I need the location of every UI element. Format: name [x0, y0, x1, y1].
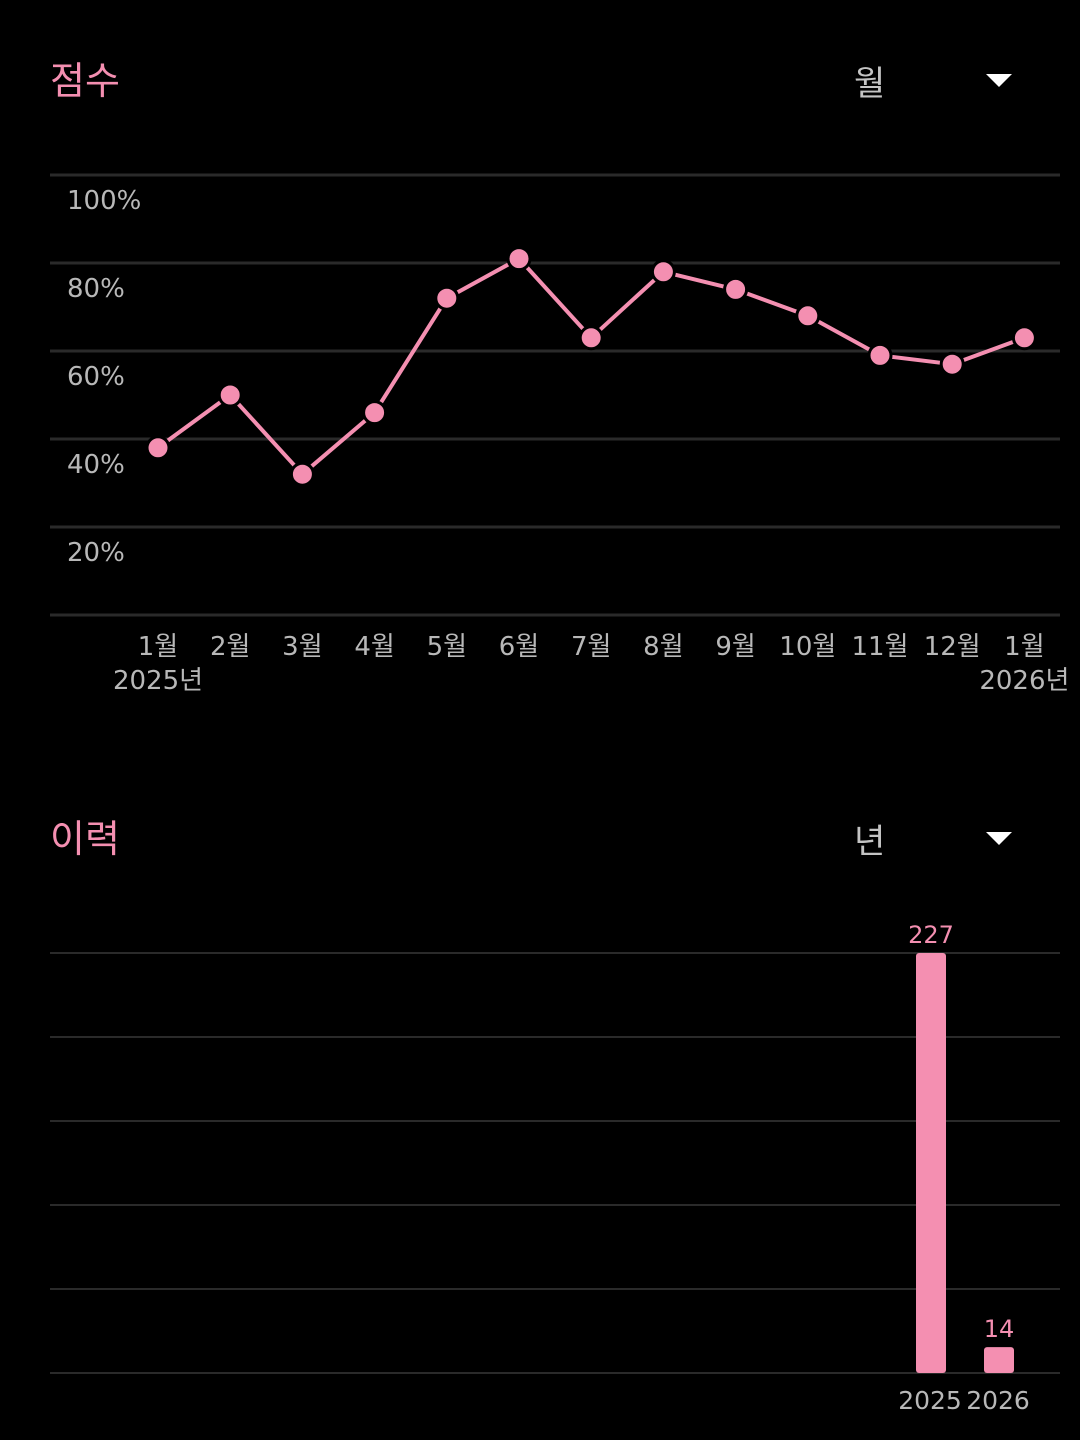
history-bar-chart: 227 2025 14 2026 — [50, 921, 1060, 1415]
bar-value-label: 227 — [908, 921, 954, 949]
data-point[interactable] — [289, 461, 315, 487]
data-point[interactable] — [650, 259, 676, 285]
x-tick-label: 2026 — [966, 1386, 1030, 1415]
x-tick-label: 1월 — [138, 632, 178, 662]
score-series-line — [156, 256, 1026, 477]
x-tick-label: 7월 — [571, 632, 611, 662]
history-title: 이력 — [50, 817, 120, 861]
x-tick-label: 8월 — [643, 632, 683, 662]
data-point[interactable] — [867, 342, 893, 368]
data-point[interactable] — [145, 435, 171, 461]
x-tick-label: 5월 — [427, 632, 467, 662]
y-tick-label: 100% — [67, 186, 141, 216]
y-tick-label: 80% — [67, 274, 125, 304]
data-point[interactable] — [795, 303, 821, 329]
triangle-down-icon[interactable] — [986, 74, 1012, 87]
x-tick-label: 2025 — [898, 1386, 962, 1415]
x-tick-label: 4월 — [354, 632, 394, 662]
data-point[interactable] — [217, 382, 243, 408]
data-point[interactable] — [723, 276, 749, 302]
data-point[interactable] — [362, 400, 388, 426]
history-period-dropdown[interactable]: 년 — [840, 808, 1030, 868]
x-tick-label: 1월 — [1004, 632, 1044, 662]
bar-2026[interactable] — [984, 1347, 1014, 1373]
x-tick-label: 10월 — [779, 632, 836, 662]
data-point[interactable] — [434, 285, 460, 311]
data-point[interactable] — [578, 325, 604, 351]
x-tick-label: 2월 — [210, 632, 250, 662]
score-period-dropdown[interactable]: 월 — [840, 50, 1030, 110]
bar-2025[interactable] — [916, 953, 946, 1373]
data-point[interactable] — [506, 246, 532, 272]
y-tick-label: 20% — [67, 538, 125, 568]
x-tick-label: 9월 — [715, 632, 755, 662]
data-point[interactable] — [1011, 325, 1037, 351]
score-line-chart: 100% 80% 60% 40% 20% 1월 2월 3월 4월 5월 6월 7월 8월 9월 10월 11월… — [50, 173, 1069, 696]
y-tick-label: 40% — [67, 450, 125, 480]
score-title: 점수 — [50, 59, 120, 103]
y-tick-label: 60% — [67, 362, 125, 392]
year-label: 2025년 — [113, 666, 203, 696]
data-point[interactable] — [939, 351, 965, 377]
x-tick-label: 11월 — [851, 632, 908, 662]
x-tick-label: 12월 — [924, 632, 981, 662]
bar-value-label: 14 — [984, 1315, 1015, 1343]
x-tick-label: 6월 — [499, 632, 539, 662]
triangle-down-icon[interactable] — [986, 832, 1012, 845]
score-period-value: 월 — [854, 63, 886, 104]
year-label: 2026년 — [979, 666, 1069, 696]
x-tick-label: 3월 — [282, 632, 322, 662]
history-period-value: 년 — [854, 821, 886, 862]
